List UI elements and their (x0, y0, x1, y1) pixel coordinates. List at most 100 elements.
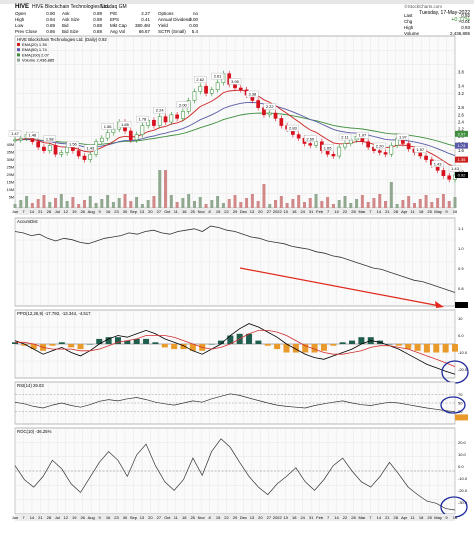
quote-value: 0.94 (46, 17, 55, 22)
quote-label: High (15, 17, 25, 22)
legend-entry: EMA(20) 1.35 (22, 42, 47, 47)
price-label-box (84, 144, 97, 151)
candle (82, 155, 87, 160)
price-label: 1.57 (416, 147, 425, 152)
x-tick-label: 21 (385, 209, 390, 214)
x-tick-label: 11 (174, 209, 179, 214)
x-tick-label: 21 (385, 515, 390, 520)
volume-bar (42, 195, 46, 208)
price-label: 2.61 (214, 74, 223, 79)
price-label: 1.78 (138, 117, 147, 122)
price-label-box (66, 141, 80, 148)
volume-bar (401, 200, 405, 208)
volume-bar (129, 201, 133, 208)
volume-bar (111, 202, 115, 208)
x-tick-label: 8 (208, 209, 211, 214)
volume-bar (250, 194, 254, 208)
y-tick-label: -10.0 (458, 476, 468, 481)
last-value-box (455, 142, 468, 149)
candle (233, 84, 237, 89)
legend-entry: Volume 2,436,885 (22, 58, 55, 63)
volume-bar (366, 202, 370, 208)
candle (163, 116, 168, 123)
ppo-histogram-bar (12, 342, 18, 344)
quote-label: Open (15, 11, 27, 16)
candle (134, 134, 139, 141)
x-tick-label: 27 (267, 515, 272, 520)
x-axis-band (15, 514, 455, 521)
x-tick-label: 11 (411, 515, 416, 520)
legend-swatch (17, 58, 20, 62)
x-tick-label: 21 (38, 209, 43, 214)
x-tick-label: 7 (327, 515, 330, 520)
y-tick-label: 70 (458, 392, 463, 397)
price-label-box (136, 115, 149, 123)
volume-bar (424, 195, 428, 208)
x-tick-label: 18 (419, 515, 424, 520)
quote-label: Bid (62, 23, 69, 28)
quote-value: 5.4 (192, 29, 199, 34)
x-tick-label: 10 (284, 515, 289, 520)
x-tick-label: 22 (224, 515, 229, 520)
price-label: 2.20 (376, 143, 385, 148)
quote-label: Ask Size (62, 17, 80, 22)
x-tick-label: 25 (190, 515, 195, 520)
x-tick-label: 12 (64, 515, 69, 520)
x-tick-label: 9 (445, 515, 448, 520)
volume-bar (326, 197, 330, 208)
price-label-box (26, 132, 39, 139)
quote-box: Open 0.90 High 0.94 Low 0.89 Prev Close 0.86 Ask… (15, 11, 470, 36)
quote-label: Yield (158, 23, 168, 28)
x-tick-label: 7 (327, 209, 330, 214)
volume-bar (412, 203, 416, 208)
x-tick-label: 27 (267, 209, 272, 214)
ppo-histogram-bar (49, 344, 56, 346)
candle (175, 114, 179, 119)
volume-bar (158, 170, 162, 208)
price-label: 1.98 (46, 136, 55, 141)
x-tick-label: 9 (445, 209, 448, 214)
x-tick-label: May (434, 209, 442, 214)
candle (128, 130, 133, 141)
quote-value: 0.90 (46, 11, 55, 16)
x-tick-label: 23 (114, 515, 119, 520)
last-value-box (455, 414, 468, 421)
ppo-histogram-bar (330, 344, 337, 346)
volume-bar (320, 201, 324, 208)
candle (18, 137, 23, 141)
quote-value: no (193, 11, 199, 16)
volume-bar (54, 198, 58, 208)
ppo-histogram-bar (77, 344, 84, 350)
ppo-histogram-bar (349, 340, 356, 344)
x-tick-label: 13 (140, 209, 145, 214)
y-tick-label: 10 (458, 316, 463, 321)
x-tick-label: 28 (351, 209, 356, 214)
y-tick-label: -20.0 (458, 488, 468, 493)
ppo-histogram-bar (433, 344, 440, 353)
quote-label: Avg Vol (110, 29, 125, 34)
price-label-box (8, 130, 22, 137)
x-tick-label: 27 (157, 515, 162, 520)
quote-value: 0.88 (93, 29, 102, 34)
legend-swatch (17, 53, 20, 57)
candle (42, 146, 46, 151)
price-label-box (263, 103, 276, 110)
x-tick-label: Apr (401, 209, 408, 214)
x-tick-label: 14 (30, 515, 35, 520)
volume-axis-label: 20M (7, 173, 14, 177)
x-tick-label: 13 (140, 515, 145, 520)
x-tick-label: 14 (377, 515, 382, 520)
x-tick-label: Jul (55, 209, 60, 214)
ppo-histogram-bar (96, 338, 103, 344)
quote-value: +0.01 (459, 19, 471, 24)
rsi-title: RSI(14) 29.03 (17, 383, 44, 388)
candle (169, 114, 174, 123)
ppo-histogram-bar (386, 344, 393, 345)
candle (99, 137, 104, 142)
price-label-box (246, 90, 259, 98)
x-tick-label: 20 (258, 209, 263, 214)
price-label: 1.47 (11, 131, 20, 136)
volume-bar (297, 195, 301, 208)
x-tick-label: Nov (198, 209, 205, 214)
